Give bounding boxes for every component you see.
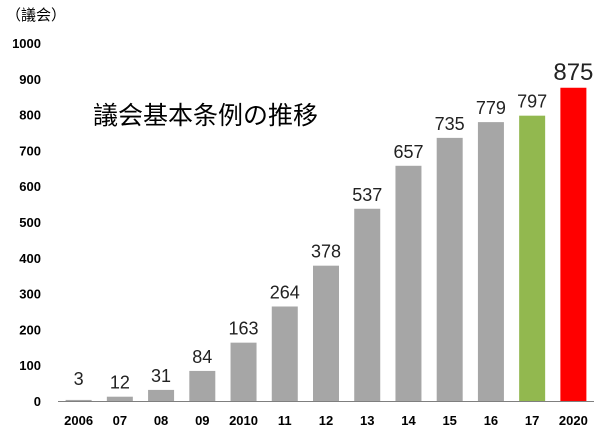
value-label: 264 [270, 282, 300, 302]
x-tick-label: 2006 [64, 413, 93, 428]
y-tick-label: 500 [19, 215, 41, 230]
y-tick-label: 200 [19, 322, 41, 337]
bar [313, 265, 339, 401]
bar [395, 165, 422, 401]
value-label: 163 [229, 319, 259, 339]
y-tick-label: 1000 [12, 36, 41, 51]
y-tick-label: 600 [19, 179, 41, 194]
x-tick-label: 08 [154, 413, 168, 428]
x-tick-label: 2020 [559, 413, 588, 428]
x-tick-label: 16 [484, 413, 498, 428]
y-tick-label: 700 [19, 143, 41, 158]
x-tick-label: 17 [525, 413, 539, 428]
y-tick-label: 0 [34, 394, 41, 409]
value-labels: 3 12 31 84 163 264 378 537 657 735 779 797 875 [74, 59, 594, 393]
bar [271, 306, 298, 401]
value-label: 779 [476, 98, 506, 118]
value-label: 735 [435, 114, 465, 134]
bar [65, 399, 92, 401]
y-tick-label: 400 [19, 251, 41, 266]
y-axis-ticks: 0 100 200 300 400 500 600 700 800 900 1000 [12, 36, 41, 409]
value-label: 84 [192, 347, 212, 367]
x-tick-label: 07 [113, 413, 127, 428]
value-label: 657 [393, 142, 423, 162]
x-tick-label: 15 [442, 413, 456, 428]
y-tick-label: 100 [19, 358, 41, 373]
x-tick-label: 11 [278, 413, 292, 428]
value-label: 12 [110, 373, 130, 393]
bar [148, 389, 175, 401]
x-tick-label: 2010 [229, 413, 258, 428]
bar [189, 370, 216, 401]
x-tick-label: 13 [360, 413, 374, 428]
bar [477, 122, 504, 402]
x-tick-label: 14 [401, 413, 416, 428]
value-label: 797 [517, 92, 547, 112]
bar [106, 396, 133, 401]
y-tick-label: 300 [19, 287, 41, 302]
value-label: 31 [151, 366, 171, 386]
y-tick-label: 800 [19, 108, 41, 123]
y-axis-unit-label: （議会） [6, 6, 66, 24]
bar [436, 137, 463, 401]
x-tick-label: 12 [319, 413, 333, 428]
x-tick-label: 09 [195, 413, 209, 428]
chart-title: 議会基本条例の推移 [93, 101, 318, 130]
value-label: 378 [311, 242, 341, 262]
bar [519, 115, 546, 401]
bar [354, 208, 381, 401]
value-label: 537 [352, 185, 382, 205]
y-tick-label: 900 [19, 72, 41, 87]
bars [65, 87, 587, 402]
bar [560, 87, 587, 401]
x-axis-ticks: 2006 07 08 09 2010 11 12 13 14 15 16 17 2020 [64, 413, 588, 428]
bar [230, 342, 257, 401]
value-label: 3 [74, 369, 84, 389]
value-label: 875 [553, 59, 593, 86]
